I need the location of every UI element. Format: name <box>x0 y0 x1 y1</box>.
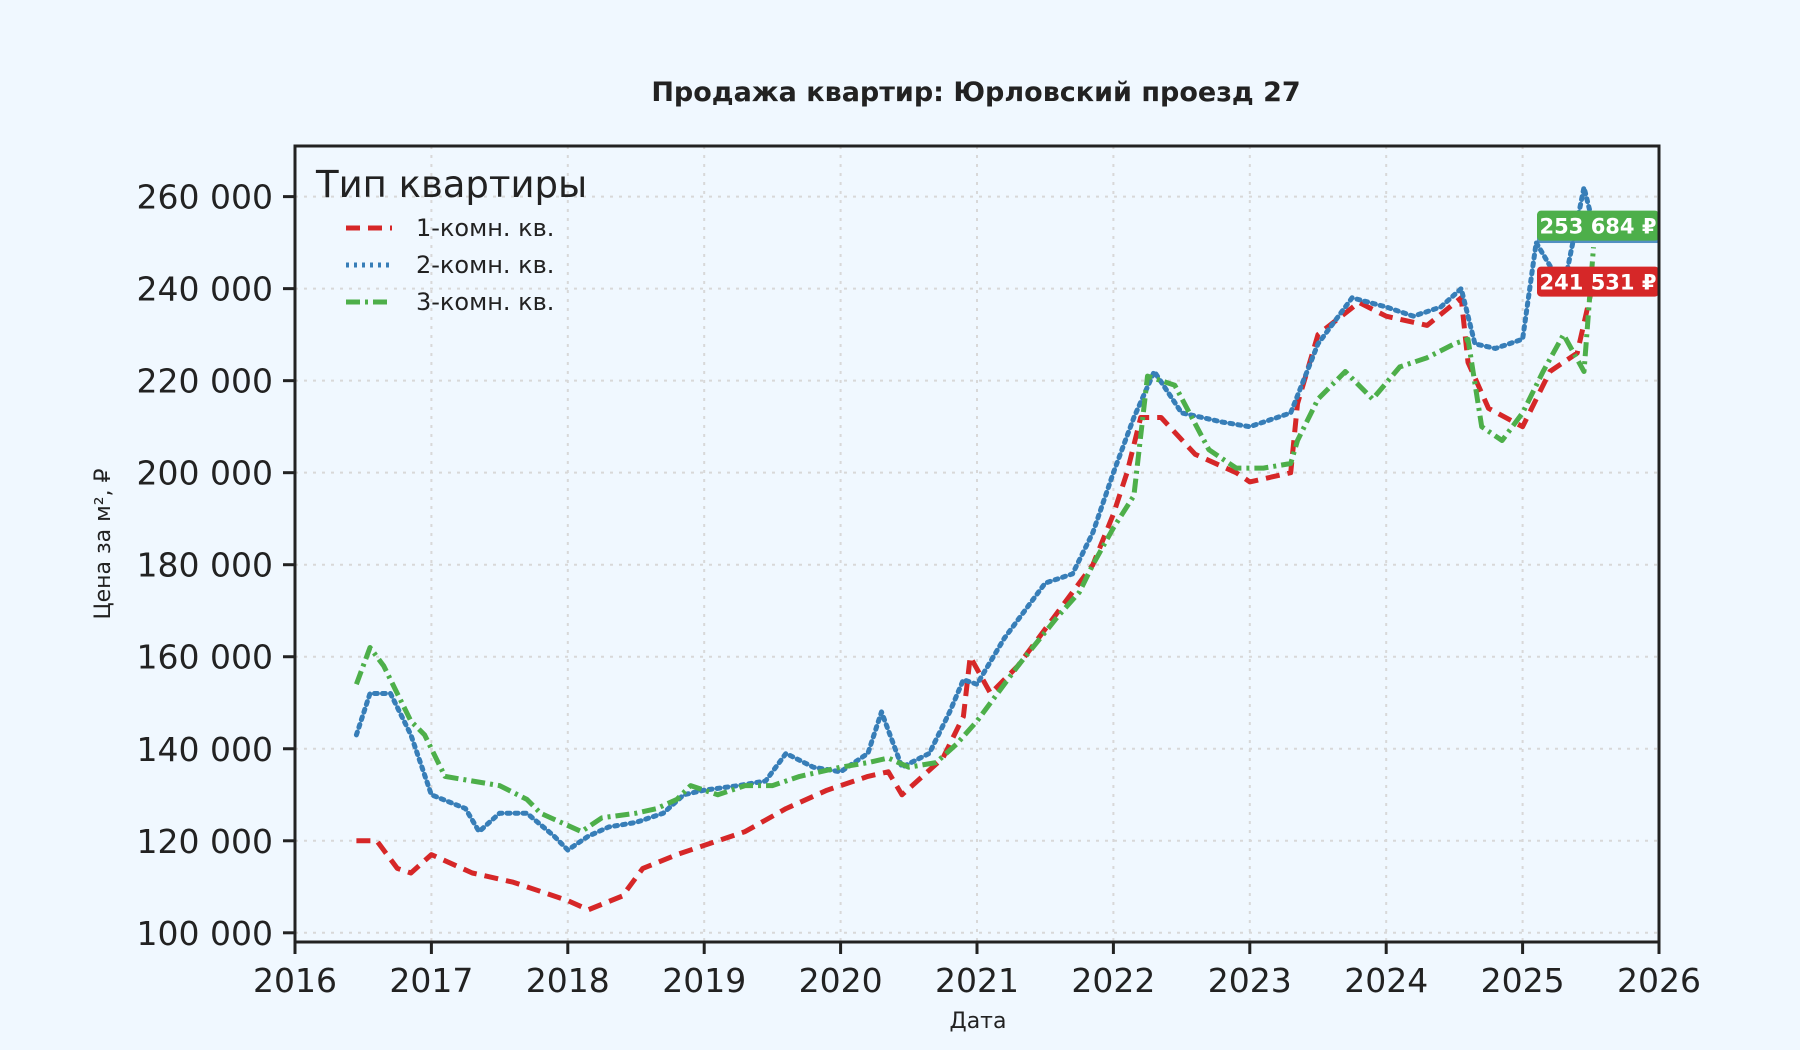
x-tick-label: 2023 <box>1208 961 1292 1000</box>
legend: Тип квартиры 1-комн. кв. 2-комн. кв. 3-ком… <box>315 163 587 316</box>
y-tick-label: 260 000 <box>137 178 273 217</box>
y-axis-label: Цена за м², ₽ <box>91 468 116 619</box>
end-label-text: 253 684 ₽ <box>1540 215 1657 239</box>
x-tick-label: 2026 <box>1617 961 1701 1000</box>
y-tick-label: 160 000 <box>137 638 273 677</box>
y-tick-label: 200 000 <box>137 454 273 493</box>
series-line-3 <box>354 247 1596 835</box>
series-line-2 <box>353 184 1596 853</box>
x-tick-label: 2022 <box>1071 961 1155 1000</box>
x-tick-label: 2020 <box>799 961 883 1000</box>
end-labels: 253 684 ₽ 241 531 ₽ <box>1537 210 1659 297</box>
x-tick-label: 2021 <box>935 961 1019 1000</box>
x-tick-label: 2019 <box>662 961 746 1000</box>
end-label-badge <box>1537 210 1659 241</box>
end-label-badge <box>1537 266 1659 297</box>
chart-title: Продажа квартир: Юрловский проезд 27 <box>651 77 1300 108</box>
y-tick-label: 180 000 <box>137 546 273 585</box>
series-layer <box>353 184 1596 913</box>
x-tick-label: 2017 <box>389 961 473 1000</box>
y-axis: 100 000 120 000 140 000 160 000 180 000 200 0… <box>137 178 295 953</box>
grid <box>294 146 1660 942</box>
x-axis: 2016 2017 2018 2019 2020 2021 2022 2023 2024 2025… <box>253 942 1701 1000</box>
x-tick-label: 2016 <box>253 961 337 1000</box>
y-tick-label: 220 000 <box>137 362 273 401</box>
legend-entry-3: 3-комн. кв. <box>416 288 554 316</box>
legend-entry-2: 2-комн. кв. <box>416 251 554 279</box>
y-tick-label: 100 000 <box>137 914 273 953</box>
x-tick-label: 2025 <box>1481 961 1565 1000</box>
y-tick-label: 140 000 <box>137 730 273 769</box>
y-tick-label: 240 000 <box>137 270 273 309</box>
x-tick-label: 2018 <box>526 961 610 1000</box>
end-label-text: 241 531 ₽ <box>1540 271 1657 295</box>
x-tick-label: 2024 <box>1344 961 1428 1000</box>
legend-title: Тип квартиры <box>315 163 587 206</box>
legend-entry-1: 1-комн. кв. <box>416 214 554 242</box>
x-axis-label: Дата <box>950 1009 1007 1034</box>
y-tick-label: 120 000 <box>137 822 273 861</box>
